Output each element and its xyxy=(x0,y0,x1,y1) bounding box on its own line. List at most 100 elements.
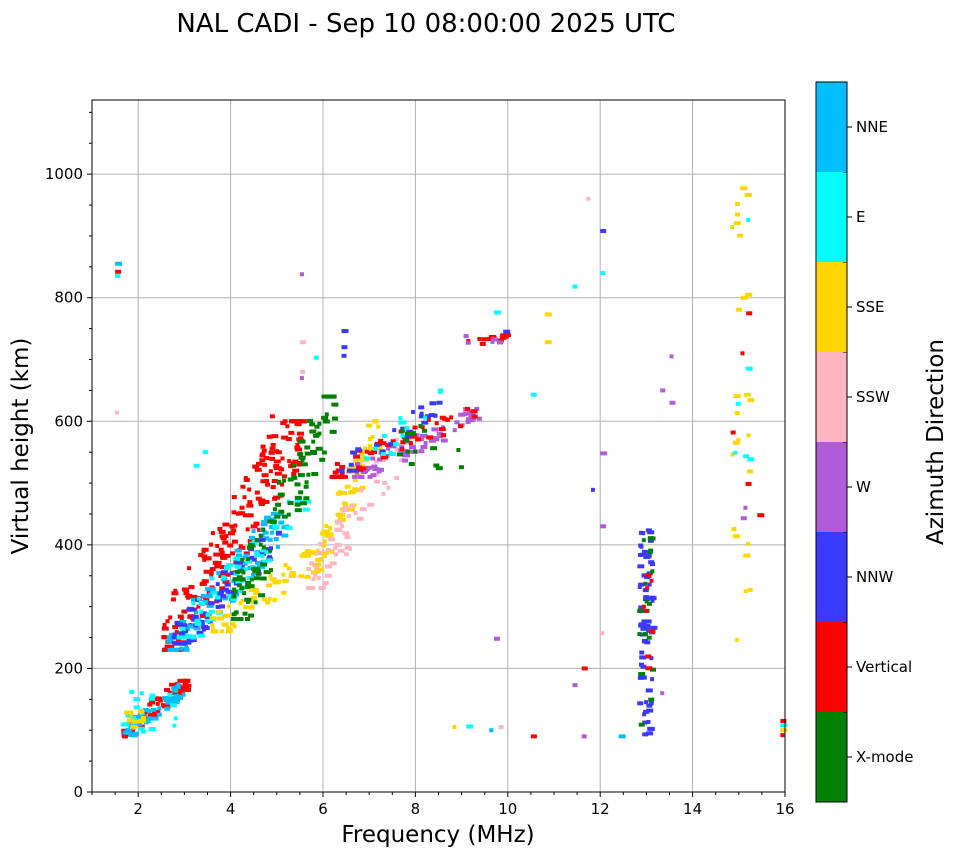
data-point xyxy=(219,550,225,555)
data-point xyxy=(130,724,138,729)
data-point xyxy=(342,505,349,510)
data-point xyxy=(165,699,171,704)
data-point xyxy=(337,548,345,553)
data-point xyxy=(263,570,271,575)
data-point xyxy=(183,591,190,596)
data-point xyxy=(253,591,261,596)
data-point xyxy=(261,473,269,478)
data-point xyxy=(301,551,309,556)
data-point xyxy=(314,424,320,429)
data-point xyxy=(129,710,134,715)
data-point xyxy=(311,577,316,582)
data-point xyxy=(168,615,173,620)
data-point xyxy=(178,635,183,640)
data-point xyxy=(171,591,179,596)
data-point xyxy=(740,186,748,191)
data-point xyxy=(262,462,268,467)
data-point xyxy=(232,577,240,582)
data-point xyxy=(203,569,210,574)
data-point xyxy=(544,340,552,345)
data-point xyxy=(288,464,294,469)
data-point xyxy=(214,598,222,603)
data-point xyxy=(188,584,195,589)
data-point xyxy=(644,599,649,604)
colorbar-label: Azimuth Direction xyxy=(923,339,949,545)
data-point xyxy=(249,577,254,582)
data-point xyxy=(209,572,214,577)
data-point xyxy=(211,629,219,634)
data-point xyxy=(215,582,220,587)
data-point xyxy=(297,452,304,457)
data-point xyxy=(141,716,147,721)
data-point xyxy=(148,696,155,701)
data-point xyxy=(258,593,266,598)
data-point xyxy=(271,434,279,439)
data-point xyxy=(178,695,184,700)
data-point xyxy=(637,608,644,613)
data-point xyxy=(374,442,381,447)
data-point xyxy=(281,525,288,530)
data-point xyxy=(243,475,248,480)
data-point xyxy=(306,472,311,477)
data-point xyxy=(386,446,391,451)
data-point xyxy=(489,728,494,733)
data-point xyxy=(130,716,137,721)
data-point xyxy=(498,725,504,730)
data-point xyxy=(205,594,213,599)
data-point xyxy=(643,709,650,714)
data-point xyxy=(270,442,276,447)
data-point xyxy=(647,536,654,541)
data-point xyxy=(261,545,266,550)
data-point xyxy=(433,463,440,468)
data-point xyxy=(313,355,319,360)
data-point xyxy=(646,731,654,736)
data-point xyxy=(600,451,608,456)
data-point xyxy=(408,462,415,467)
data-point xyxy=(307,551,315,556)
data-point xyxy=(423,415,428,420)
data-point xyxy=(291,475,298,480)
data-point xyxy=(329,561,337,566)
data-point xyxy=(217,526,223,531)
data-point xyxy=(350,465,357,470)
data-point xyxy=(642,732,649,737)
data-point xyxy=(238,544,243,549)
data-point xyxy=(641,538,646,543)
data-point xyxy=(650,677,655,682)
data-point xyxy=(404,426,410,431)
data-point xyxy=(581,666,588,671)
data-point xyxy=(733,221,741,226)
data-point xyxy=(643,581,648,586)
colorbar-segment xyxy=(816,622,847,712)
data-point xyxy=(218,529,226,534)
data-point xyxy=(336,474,343,479)
data-point xyxy=(646,708,654,713)
data-point xyxy=(242,567,248,572)
data-point xyxy=(245,599,250,604)
data-point xyxy=(261,597,267,602)
data-point xyxy=(736,437,741,442)
data-point xyxy=(156,712,162,717)
data-point xyxy=(470,409,478,414)
data-point xyxy=(224,553,231,558)
data-point xyxy=(207,619,213,624)
data-point xyxy=(297,419,302,424)
colorbar-tick-label: Vertical xyxy=(856,658,912,676)
data-point xyxy=(260,520,265,525)
data-point xyxy=(780,723,788,728)
data-point xyxy=(375,445,383,450)
data-point xyxy=(183,626,190,631)
data-point xyxy=(423,440,428,445)
data-point xyxy=(399,457,405,462)
data-point xyxy=(168,632,175,637)
data-point xyxy=(431,427,439,432)
data-point xyxy=(269,577,277,582)
data-point xyxy=(618,734,626,739)
data-point xyxy=(246,503,254,508)
data-point xyxy=(269,446,276,451)
data-point xyxy=(338,517,346,522)
data-point xyxy=(368,451,375,456)
data-point xyxy=(208,609,215,614)
data-point xyxy=(268,546,273,551)
data-point xyxy=(186,594,193,599)
